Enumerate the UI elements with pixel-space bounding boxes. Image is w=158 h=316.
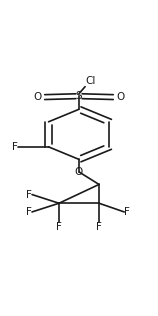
Text: Cl: Cl [85, 76, 95, 86]
Text: S: S [76, 91, 82, 101]
Text: F: F [12, 142, 18, 152]
Text: F: F [124, 207, 130, 217]
Text: O: O [75, 167, 83, 177]
Text: F: F [26, 190, 32, 199]
Text: O: O [33, 92, 42, 102]
Text: F: F [56, 222, 62, 232]
Text: F: F [96, 222, 102, 232]
Text: O: O [116, 92, 125, 102]
Text: F: F [26, 207, 32, 217]
